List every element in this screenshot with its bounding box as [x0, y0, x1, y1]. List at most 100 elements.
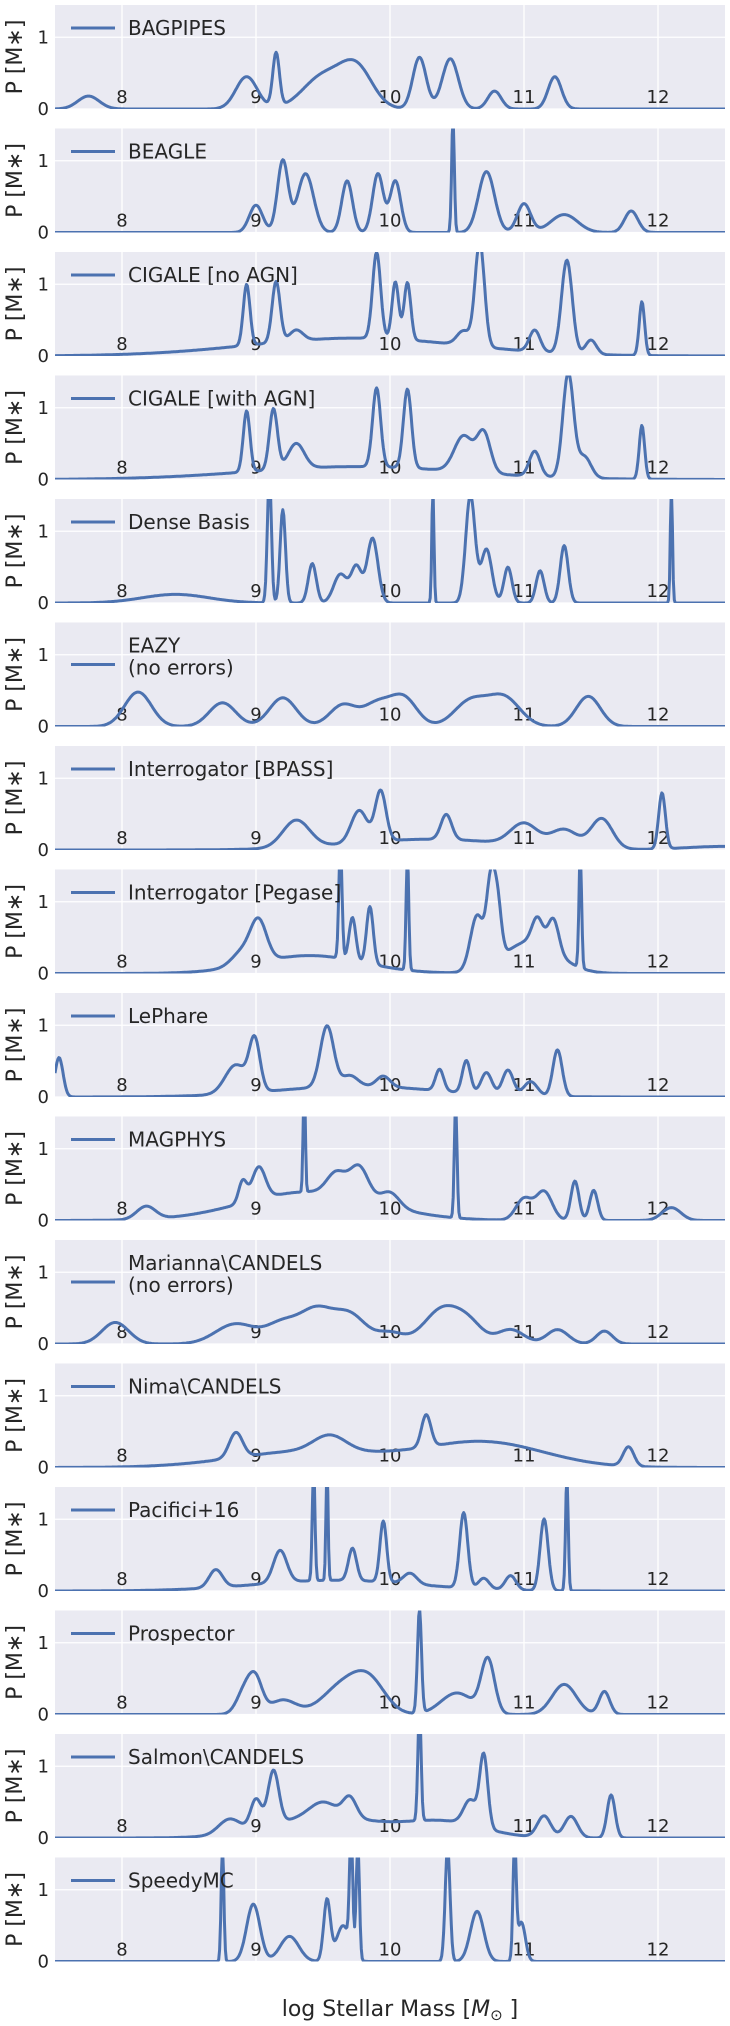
legend-label: (no errors)	[128, 1273, 234, 1297]
y-tick-label: 0	[38, 1952, 49, 1973]
y-tick-label: 0	[38, 1087, 49, 1108]
y-axis-label: P [M∗]	[3, 1008, 28, 1083]
legend-label: BEAGLE	[128, 140, 207, 164]
y-axis-label: P [M∗]	[3, 143, 28, 218]
x-tick-label: 8	[116, 87, 127, 108]
series-line-0	[55, 1487, 725, 1591]
x-tick-label: 9	[250, 87, 261, 108]
legend-label: Marianna\CANDELS	[128, 1251, 322, 1275]
y-axis-label: P [M∗]	[3, 637, 28, 712]
legend-label: LePhare	[128, 1004, 208, 1028]
series-line-0	[55, 1024, 725, 1097]
y-axis-label: P [M∗]	[3, 1749, 28, 1824]
y-axis-label: P [M∗]	[3, 514, 28, 589]
x-tick-label: 8	[116, 1940, 127, 1961]
x-tick-label: 12	[647, 1075, 670, 1096]
x-tick-label: 8	[116, 1322, 127, 1343]
panel-13: 8 9 10 11 12 0 1 P [M∗] Prospector	[3, 1610, 725, 1726]
y-tick-label: 0	[38, 1581, 49, 1602]
x-tick-label: 9	[250, 705, 261, 726]
x-tick-label: 11	[513, 1693, 536, 1714]
x-tick-label: 11	[513, 334, 536, 355]
x-tick-label: 9	[250, 1075, 261, 1096]
x-tick-label: 12	[647, 705, 670, 726]
x-tick-label: 9	[250, 211, 261, 232]
x-tick-label: 9	[250, 1199, 261, 1220]
legend-label: Nima\CANDELS	[128, 1375, 281, 1399]
y-tick-label: 1	[38, 1509, 49, 1530]
x-tick-label: 12	[647, 581, 670, 602]
series-line-0	[55, 50, 725, 109]
y-tick-label: 0	[38, 1458, 49, 1479]
x-tick-label: 10	[379, 211, 402, 232]
x-tick-label: 10	[379, 1446, 402, 1467]
y-tick-label: 1	[38, 1633, 49, 1654]
y-tick-label: 1	[38, 1015, 49, 1036]
x-tick-label: 8	[116, 211, 127, 232]
y-tick-label: 1	[38, 1386, 49, 1407]
x-tick-label: 8	[116, 705, 127, 726]
x-axis-label: log Stellar Mass [M⊙ ]	[282, 1997, 519, 2024]
y-tick-label: 1	[38, 892, 49, 913]
y-tick-label: 1	[38, 27, 49, 48]
x-axis-label-main: log Stellar Mass [	[282, 1997, 471, 2022]
legend-label: CIGALE [with AGN]	[128, 387, 315, 411]
y-tick-label: 0	[38, 346, 49, 367]
x-tick-label: 12	[647, 1940, 670, 1961]
x-tick-label: 10	[379, 1075, 402, 1096]
y-tick-label: 0	[38, 593, 49, 614]
legend-label: EAZY	[128, 634, 181, 658]
y-tick-label: 0	[38, 1705, 49, 1726]
x-tick-label: 8	[116, 581, 127, 602]
x-tick-label: 9	[250, 828, 261, 849]
x-tick-label: 8	[116, 952, 127, 973]
y-axis-label: P [M∗]	[3, 1872, 28, 1947]
x-tick-label: 12	[647, 1199, 670, 1220]
series-line-0	[55, 1413, 725, 1468]
legend-label: CIGALE [no AGN]	[128, 263, 298, 287]
x-tick-label: 9	[250, 1322, 261, 1343]
y-axis-label: P [M∗]	[3, 1502, 28, 1577]
y-axis-label: P [M∗]	[3, 1255, 28, 1330]
y-axis-label: P [M∗]	[3, 267, 28, 342]
x-tick-label: 10	[379, 1199, 402, 1220]
series-line-0	[55, 1116, 725, 1221]
x-tick-label: 10	[379, 705, 402, 726]
legend-label: MAGPHYS	[128, 1128, 226, 1152]
y-tick-label: 0	[38, 1828, 49, 1849]
x-tick-label: 8	[116, 1816, 127, 1837]
x-tick-label: 8	[116, 1199, 127, 1220]
y-tick-label: 1	[38, 1262, 49, 1283]
x-tick-label: 12	[647, 1322, 670, 1343]
x-axis-label-symbol: M	[471, 1997, 490, 2022]
legend-label: Dense Basis	[128, 510, 250, 534]
y-axis-label: P [M∗]	[3, 390, 28, 465]
y-tick-label: 1	[38, 1880, 49, 1901]
x-tick-label: 8	[116, 458, 127, 479]
y-tick-label: 1	[38, 768, 49, 789]
x-tick-label: 9	[250, 1569, 261, 1590]
legend-label: Pacifici+16	[128, 1498, 239, 1522]
x-tick-label: 8	[116, 1446, 127, 1467]
x-tick-label: 12	[647, 952, 670, 973]
x-tick-label: 10	[379, 1816, 402, 1837]
y-axis-label: P [M∗]	[3, 1378, 28, 1453]
y-tick-label: 1	[38, 645, 49, 666]
y-tick-label: 1	[38, 521, 49, 542]
x-tick-label: 9	[250, 1940, 261, 1961]
panel-15: 8 9 10 11 12 0 1 P [M∗] SpeedyMC	[3, 1857, 725, 1973]
x-tick-label: 12	[647, 211, 670, 232]
legend-label: Interrogator [BPASS]	[128, 757, 333, 781]
y-axis-label: P [M∗]	[3, 761, 28, 836]
x-tick-label: 8	[116, 1569, 127, 1590]
y-tick-label: 0	[38, 1211, 49, 1232]
x-axis-label-sub: ⊙	[490, 2006, 503, 2024]
x-tick-label: 12	[647, 458, 670, 479]
series-line-0	[55, 869, 725, 974]
series-line-0	[55, 1610, 725, 1715]
x-tick-label: 12	[647, 1446, 670, 1467]
x-tick-label: 9	[250, 1816, 261, 1837]
y-tick-label: 1	[38, 274, 49, 295]
